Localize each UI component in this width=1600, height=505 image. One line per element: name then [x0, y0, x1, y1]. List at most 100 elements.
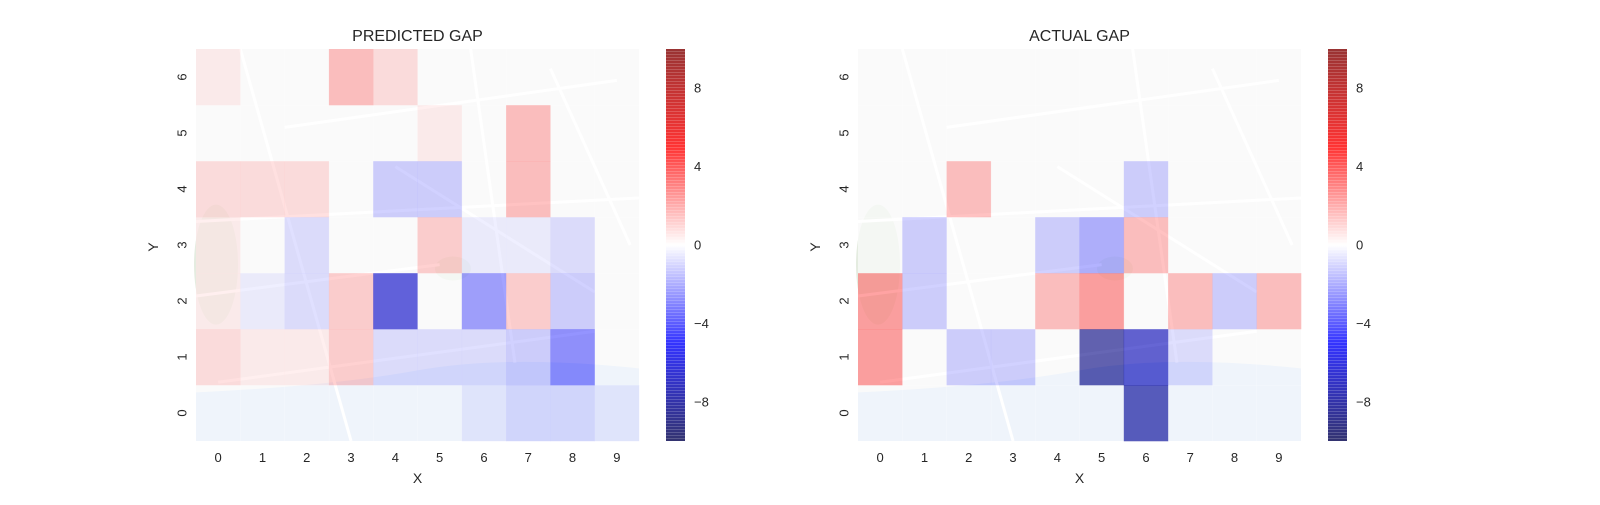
x-tick-labels: 0 1 2 3 4 5 6 7 8 9	[215, 450, 621, 465]
x-tick-label: 7	[1187, 450, 1194, 465]
heatmap-cell	[328, 329, 374, 386]
heatmap-cell	[902, 105, 947, 162]
heatmap-cell	[240, 105, 285, 162]
heatmap-cell	[946, 329, 992, 386]
heatmap-cell	[858, 161, 903, 218]
colorbar-tick-label: 8	[694, 81, 701, 96]
heatmap-cell	[373, 329, 418, 386]
heatmap-cell	[461, 329, 507, 386]
heatmap-cell	[1035, 385, 1080, 442]
x-tick-labels: 0 1 2 3 4 5 6 7 8 9	[877, 450, 1283, 465]
heatmap-cell	[1256, 217, 1302, 274]
heatmap-cell	[1168, 273, 1213, 330]
heatmap-cell	[328, 161, 374, 218]
heatmap-cell	[1256, 161, 1302, 218]
heatmap-cell	[858, 105, 903, 162]
colorbar-tick-label: 8	[1356, 81, 1363, 96]
heatmap-cell	[1168, 329, 1213, 386]
heatmap-cell	[1035, 329, 1080, 386]
heatmap-cell	[550, 385, 595, 442]
y-tick-label: 1	[837, 353, 852, 360]
y-tick-label: 6	[837, 73, 852, 80]
x-tick-label: 6	[480, 450, 487, 465]
heatmap-cell	[284, 273, 330, 330]
heatmap-cell	[550, 273, 595, 330]
heatmap-cell	[506, 329, 551, 386]
y-tick-label: 5	[837, 129, 852, 136]
heatmap-cell	[328, 49, 374, 106]
heatmap-cell	[1035, 161, 1080, 218]
heatmap-cell	[990, 385, 1036, 442]
heatmap-cells	[858, 49, 1302, 442]
heatmap-cell	[196, 273, 241, 330]
heatmap-cell	[328, 385, 374, 442]
heatmap-cell	[196, 217, 241, 274]
x-tick-label: 0	[215, 450, 222, 465]
x-tick-label: 5	[436, 450, 443, 465]
x-tick-label: 4	[392, 450, 399, 465]
x-tick-label: 2	[965, 450, 972, 465]
heatmap-cell	[284, 329, 330, 386]
heatmap-cell	[373, 161, 418, 218]
colorbar-tick-label: 4	[694, 159, 701, 174]
x-axis-label: X	[1075, 470, 1085, 486]
x-tick-label: 8	[1231, 450, 1238, 465]
heatmap-cell	[1123, 385, 1169, 442]
y-tick-labels: 0 1 2 3 4 5 6	[837, 73, 852, 416]
heatmap-cell	[946, 385, 992, 442]
heatmap-cell	[1256, 329, 1302, 386]
x-tick-label: 0	[877, 450, 884, 465]
heatmap-cell	[1123, 329, 1169, 386]
heatmap-cell	[1079, 105, 1125, 162]
heatmap-cell	[506, 161, 551, 218]
heatmap-cell	[461, 161, 507, 218]
heatmap-cell	[946, 161, 992, 218]
heatmap-cell	[594, 105, 640, 162]
heatmap-cell	[1212, 385, 1257, 442]
heatmap-cell	[550, 161, 595, 218]
heatmap-cell	[990, 105, 1036, 162]
y-axis-label: Y	[807, 242, 823, 252]
heatmap-cell	[1256, 49, 1302, 106]
heatmap-cell	[1212, 217, 1257, 274]
x-tick-label: 2	[303, 450, 310, 465]
heatmap-cell	[417, 217, 463, 274]
x-tick-label: 1	[259, 450, 266, 465]
heatmap-cell	[1035, 49, 1080, 106]
y-tick-label: 0	[837, 409, 852, 416]
heatmap-cell	[1123, 273, 1169, 330]
colorbar: −8 −4 0 4 8	[1328, 49, 1371, 441]
heatmap-cell	[1212, 161, 1257, 218]
heatmap-cell	[1256, 385, 1302, 442]
colorbar-texture	[666, 49, 685, 441]
heatmap-cell	[506, 385, 551, 442]
heatmap-cell	[990, 217, 1036, 274]
heatmap-cell	[1035, 105, 1080, 162]
heatmap-cell	[417, 329, 463, 386]
heatmap-cell	[1168, 49, 1213, 106]
x-tick-label: 8	[569, 450, 576, 465]
heatmap-cell	[506, 105, 551, 162]
colorbar-tick-label: −8	[694, 394, 709, 409]
heatmap-cell	[946, 105, 992, 162]
heatmap-cell	[461, 217, 507, 274]
heatmap-cell	[594, 273, 640, 330]
colorbar-texture	[1328, 49, 1347, 441]
heatmap-cell	[858, 329, 903, 386]
heatmap-cell	[284, 385, 330, 442]
x-tick-label: 3	[1009, 450, 1016, 465]
heatmap-cell	[328, 217, 374, 274]
heatmap-cell	[946, 273, 992, 330]
heatmap-cell	[461, 49, 507, 106]
colorbar-tick-label: −4	[1356, 316, 1371, 331]
heatmap-cell	[990, 329, 1036, 386]
heatmap-cell	[594, 329, 640, 386]
heatmap-cell	[1079, 273, 1125, 330]
heatmap-cell	[417, 385, 463, 442]
heatmap-cell	[550, 105, 595, 162]
heatmap-cell	[1256, 105, 1302, 162]
y-tick-label: 3	[175, 241, 190, 248]
y-tick-label: 3	[837, 241, 852, 248]
heatmap-cell	[373, 105, 418, 162]
heatmap-cell	[328, 273, 374, 330]
